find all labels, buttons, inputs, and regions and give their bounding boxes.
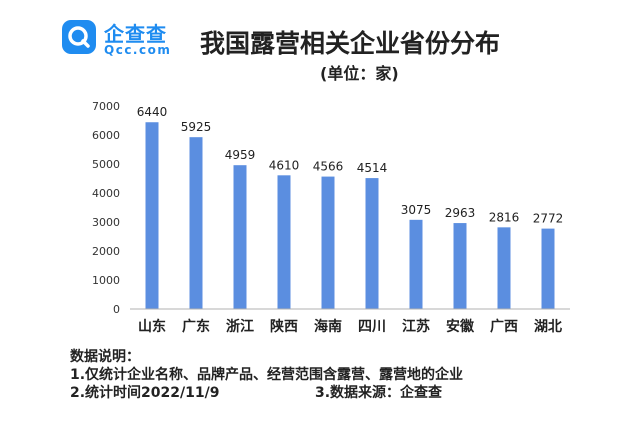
bar-value-label: 4566: [313, 160, 344, 174]
brand-logo: 企查查 Qcc.com: [62, 18, 182, 58]
bar-8: [497, 227, 511, 309]
note-date-row: 2.统计时间2022/11/9 3.数据来源：企查查: [70, 384, 630, 402]
y-tick-label: 6000: [92, 129, 120, 142]
brand-domain: Qcc.com: [104, 43, 172, 57]
x-tick-label: 广西: [490, 318, 518, 335]
bar-value-label: 2816: [489, 210, 520, 224]
bar-7: [453, 223, 467, 309]
qcc-logo-icon: [62, 20, 96, 54]
data-notes: 数据说明： 1.仅统计企业名称、品牌产品、经营范围含露营、露营地的企业 2.统计…: [70, 348, 630, 402]
bar-4: [321, 176, 335, 309]
bar-value-label: 5925: [181, 120, 212, 134]
bar-value-label: 4959: [225, 148, 256, 162]
x-tick-label: 陕西: [270, 318, 298, 335]
bar-value-label: 4610: [269, 158, 300, 172]
x-axis: 山东 广东 浙江 陕西 海南 四川 江苏 安徽 广西 湖北: [130, 308, 570, 335]
bar-value-label: 3075: [401, 203, 432, 217]
y-tick-label: 7000: [92, 100, 120, 113]
y-tick-label: 3000: [92, 216, 120, 229]
x-tick-label: 浙江: [226, 318, 254, 335]
y-tick-label: 4000: [92, 187, 120, 200]
bar-1: [189, 137, 203, 309]
bar-0: [145, 122, 159, 310]
chart-title: 我国露营相关企业省份分布: [199, 29, 500, 58]
note-scope: 1.仅统计企业名称、品牌产品、经营范围含露营、露营地的企业: [70, 367, 464, 383]
x-tick-label: 湖北: [534, 319, 562, 335]
bar-2: [233, 165, 247, 309]
x-tick-label: 广东: [182, 318, 210, 335]
x-tick-label: 安徽: [446, 318, 475, 335]
bar-value-label: 4514: [357, 161, 388, 175]
logo-glyph: [68, 26, 90, 48]
bar-9: [541, 228, 555, 309]
bar-6: [409, 219, 423, 309]
bar-value-label: 6440: [137, 105, 168, 119]
x-tick-label: 四川: [358, 319, 386, 335]
y-tick-label: 1000: [92, 274, 120, 287]
x-tick-label: 海南: [314, 318, 342, 335]
bar-value-label: 2772: [533, 212, 564, 226]
bars: 6440 5925 4959 4610 4566 4514 3075 2963 2816 2772: [137, 105, 564, 310]
y-tick-label: 5000: [92, 158, 120, 171]
note-source: 3.数据来源：企查查: [315, 385, 443, 401]
bar-3: [277, 175, 291, 309]
y-tick-label: 0: [113, 303, 120, 316]
y-tick-label: 2000: [92, 245, 120, 258]
bar-value-label: 2963: [445, 206, 476, 220]
brand-name: 企查查: [104, 22, 167, 46]
y-axis: 0 1000 2000 3000 4000 5000 6000 7000: [92, 100, 120, 316]
note-date: 2.统计时间2022/11/9: [70, 385, 220, 401]
bar-5: [365, 178, 379, 309]
chart-subtitle: (单位：家): [320, 64, 399, 83]
notes-heading: 数据说明：: [70, 349, 140, 365]
x-tick-label: 山东: [138, 318, 166, 335]
x-tick-label: 江苏: [402, 318, 430, 335]
